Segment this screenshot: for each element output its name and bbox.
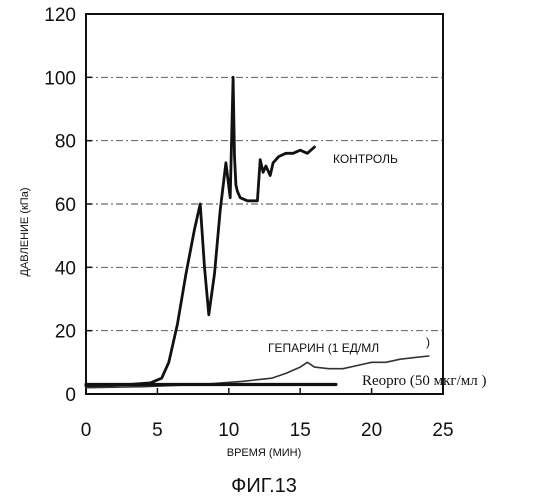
series-label-0: КОНТРОЛЬ — [333, 152, 398, 166]
y-tick-label-5: 100 — [44, 68, 76, 89]
y-tick-label-3: 60 — [55, 195, 76, 216]
x-tick-label-3: 15 — [290, 420, 311, 441]
grid-lines — [86, 77, 443, 330]
series-label-3: Reopro (50 мкг/мл ) — [362, 373, 486, 389]
y-axis-label: ДАВЛЕНИЕ (кПа) — [19, 188, 31, 277]
series-label-1: ГЕПАРИН (1 ЕД/МЛ — [268, 341, 379, 355]
x-tick-label-1: 5 — [152, 420, 163, 441]
y-axis: 0 20 40 60 80 100 120 — [44, 5, 92, 406]
y-tick-label-6: 120 — [44, 5, 76, 26]
y-tick-label-2: 40 — [55, 258, 76, 279]
y-tick-label-4: 80 — [55, 132, 76, 153]
series-line-control — [86, 77, 315, 386]
x-axis-label: ВРЕМЯ (МИН) — [227, 447, 302, 459]
series-label-2: ) — [426, 335, 430, 349]
y-tick-label-1: 20 — [55, 322, 76, 343]
y-tick-label-0: 0 — [65, 385, 76, 406]
figure-caption: ФИГ.13 — [231, 475, 297, 497]
x-tick-label-4: 20 — [361, 420, 382, 441]
x-tick-label-0: 0 — [81, 420, 92, 441]
x-tick-label-5: 25 — [432, 420, 453, 441]
x-axis: 0 5 10 15 20 25 — [81, 388, 454, 441]
series-labels: КОНТРОЛЬ ГЕПАРИН (1 ЕД/МЛ) Reopro (50 мкг/… — [268, 152, 486, 389]
x-tick-label-2: 10 — [218, 420, 239, 441]
